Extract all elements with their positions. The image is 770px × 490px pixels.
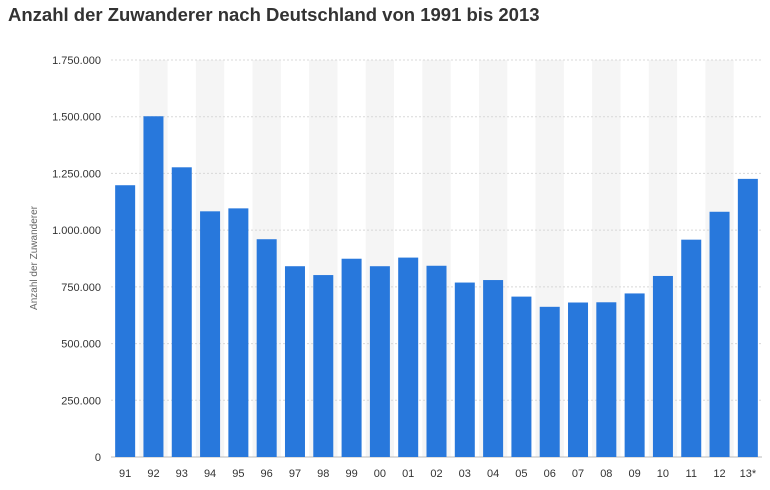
x-tick-label: 08 (600, 468, 612, 480)
y-tick-label: 1.250.000 (52, 168, 101, 180)
bar[interactable] (171, 167, 192, 458)
x-tick-label: 02 (430, 468, 442, 480)
chart-title: Anzahl der Zuwanderer nach Deutschland v… (8, 4, 540, 25)
y-axis-label: Anzahl der Zuwanderer (29, 205, 40, 310)
x-tick-label: 07 (572, 468, 584, 480)
x-tick-label: 98 (317, 468, 329, 480)
bar[interactable] (483, 280, 504, 457)
bar[interactable] (369, 266, 390, 457)
x-tick-label: 00 (374, 468, 386, 480)
x-tick-label: 96 (261, 468, 273, 480)
y-tick-label: 1.500.000 (52, 112, 101, 124)
bar[interactable] (398, 257, 419, 457)
x-tick-label: 11 (686, 468, 697, 480)
bar[interactable] (568, 302, 589, 457)
bar[interactable] (709, 211, 730, 457)
x-tick-label: 03 (459, 468, 471, 480)
bar[interactable] (624, 293, 645, 457)
bar[interactable] (256, 239, 277, 457)
x-tick-label: 94 (204, 468, 216, 480)
bar[interactable] (200, 211, 221, 457)
y-tick-label: 1.750.000 (52, 55, 101, 67)
x-tick-label: 13* (740, 468, 757, 480)
bar[interactable] (341, 258, 362, 457)
x-tick-label: 05 (515, 468, 527, 480)
x-tick-label: 06 (544, 468, 556, 480)
x-tick-label: 10 (657, 468, 669, 480)
x-tick-label: 12 (713, 468, 725, 480)
bar[interactable] (596, 302, 617, 457)
x-tick-label: 09 (629, 468, 641, 480)
bar[interactable] (539, 306, 560, 457)
x-axis-ticks: 91 92 93 94 95 96 97 98 99 00 01 02 03 04 05 06 07 08 09 10… (119, 468, 757, 480)
bar[interactable] (737, 178, 758, 457)
bar[interactable] (454, 282, 475, 457)
bar[interactable] (681, 239, 702, 457)
x-tick-label: 04 (487, 468, 499, 480)
x-tick-label: 93 (176, 468, 188, 480)
bar[interactable] (426, 265, 447, 457)
bar[interactable] (143, 116, 164, 458)
bar[interactable] (228, 208, 249, 457)
y-axis-ticks: 0 250.000 500.000 750.000 1.000.000 1.250.000… (52, 55, 101, 464)
bar[interactable] (284, 266, 305, 457)
x-tick-label: 91 (119, 468, 131, 480)
bar[interactable] (115, 185, 136, 457)
bar[interactable] (511, 296, 532, 457)
x-tick-label: 99 (345, 468, 357, 480)
bar[interactable] (313, 275, 334, 457)
x-tick-label: 01 (402, 468, 414, 480)
y-tick-label: 500.000 (61, 339, 101, 351)
y-tick-label: 0 (95, 452, 101, 464)
y-tick-label: 250.000 (61, 395, 101, 407)
x-tick-label: 92 (147, 468, 159, 480)
y-tick-label: 750.000 (61, 282, 101, 294)
bar[interactable] (652, 275, 673, 457)
x-tick-label: 97 (289, 468, 301, 480)
y-tick-label: 1.000.000 (52, 225, 101, 237)
bars (115, 116, 758, 458)
x-tick-label: 95 (232, 468, 244, 480)
